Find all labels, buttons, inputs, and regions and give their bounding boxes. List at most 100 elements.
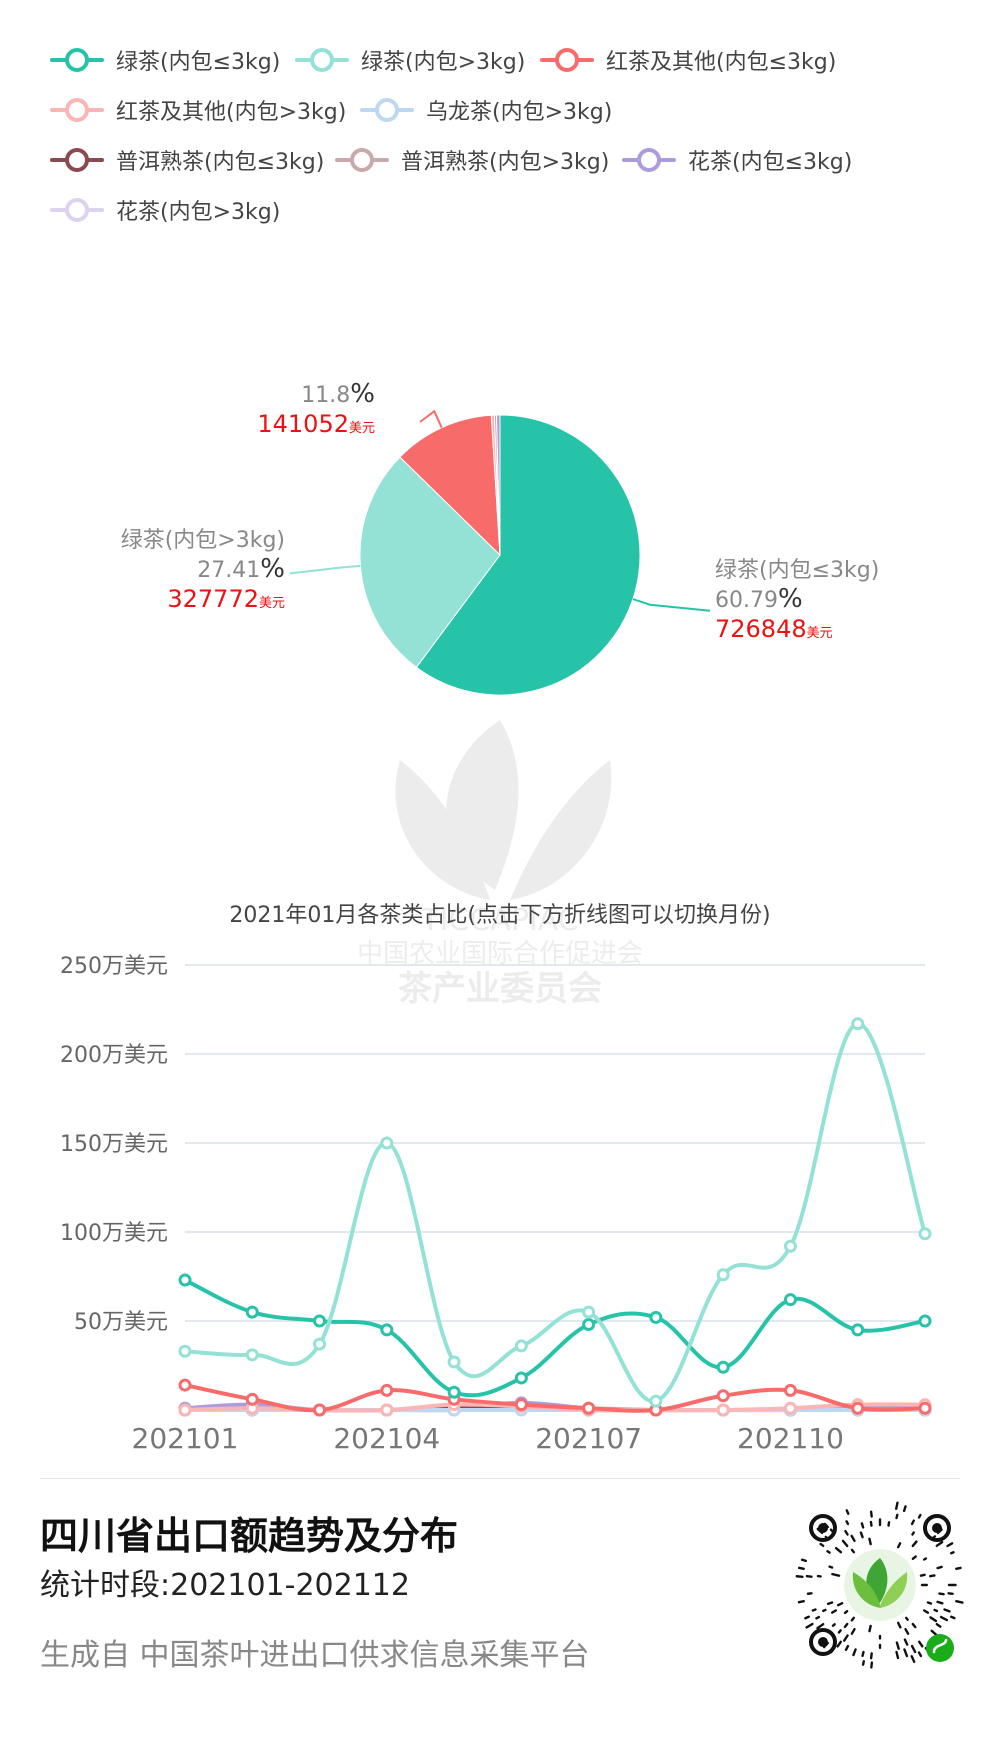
legend-item[interactable]: 红茶及其他(内包≤3kg) bbox=[540, 40, 836, 80]
data-point[interactable] bbox=[380, 1323, 394, 1337]
pie-slice[interactable] bbox=[359, 456, 501, 668]
qr-module bbox=[826, 1601, 834, 1606]
data-point[interactable] bbox=[851, 1401, 865, 1415]
qr-module bbox=[895, 1641, 900, 1650]
divider bbox=[40, 1478, 960, 1479]
data-point[interactable] bbox=[514, 1398, 528, 1412]
qr-module bbox=[917, 1640, 924, 1648]
data-point[interactable] bbox=[851, 1017, 865, 1031]
legend-item[interactable]: 绿茶(内包>3kg) bbox=[295, 40, 525, 80]
qr-module bbox=[917, 1513, 922, 1519]
data-point[interactable] bbox=[178, 1378, 192, 1392]
series-line[interactable] bbox=[184, 1278, 926, 1398]
series-line[interactable] bbox=[184, 1383, 926, 1413]
legend-label: 普洱熟茶(内包>3kg) bbox=[401, 150, 610, 175]
data-point[interactable] bbox=[245, 1392, 259, 1406]
legend-label: 绿茶(内包≤3kg) bbox=[116, 50, 281, 75]
qr-module bbox=[929, 1616, 938, 1623]
data-point[interactable] bbox=[380, 1403, 394, 1417]
y-tick-label: 100万美元 bbox=[60, 1221, 168, 1246]
data-point[interactable] bbox=[851, 1323, 865, 1337]
data-point[interactable] bbox=[783, 1401, 797, 1415]
pie-slice[interactable] bbox=[496, 414, 501, 556]
legend: 绿茶(内包≤3kg) 绿茶(内包>3kg) 红茶及其他(内包≤3kg) 红茶及其他(内… bbox=[50, 45, 970, 265]
watermark-line3: 茶产业委员会 bbox=[398, 969, 602, 1009]
x-tick-label: 202101 bbox=[132, 1422, 239, 1450]
x-tick-label: 202104 bbox=[333, 1422, 440, 1450]
series-line[interactable] bbox=[184, 1021, 927, 1404]
qr-module bbox=[935, 1540, 944, 1548]
qr-module bbox=[897, 1621, 902, 1629]
qr-module bbox=[903, 1638, 909, 1646]
qr-finder bbox=[809, 1514, 837, 1542]
data-point[interactable] bbox=[178, 1344, 192, 1358]
qr-module bbox=[922, 1557, 928, 1561]
pie-label: 绿茶(内包>3kg)27.41%327772美元 bbox=[121, 528, 285, 613]
data-point[interactable] bbox=[716, 1268, 730, 1282]
leaf-icon bbox=[446, 720, 519, 890]
data-point[interactable] bbox=[716, 1360, 730, 1374]
legend-label: 普洱熟茶(内包≤3kg) bbox=[116, 150, 325, 175]
pie-slice[interactable] bbox=[399, 414, 501, 557]
line-chart[interactable]: 2021年01月各茶类占比(点击下方折线图可以切换月份) 50万美元 100万美元 1… bbox=[0, 890, 1000, 1450]
data-point[interactable] bbox=[313, 1337, 327, 1351]
qr-finder bbox=[923, 1514, 951, 1542]
data-point[interactable] bbox=[783, 1293, 797, 1307]
data-point[interactable] bbox=[918, 1401, 932, 1415]
legend-item[interactable]: 普洱熟茶(内包>3kg) bbox=[335, 140, 609, 180]
legend-marker-icon bbox=[50, 98, 104, 122]
mini-program-qr-code[interactable] bbox=[795, 1500, 965, 1670]
data-point[interactable] bbox=[582, 1401, 596, 1415]
pie-chart[interactable]: 绿茶(内包≤3kg)60.79%726848美元 绿茶(内包>3kg)27.41%… bbox=[0, 380, 1000, 800]
data-point[interactable] bbox=[582, 1305, 596, 1319]
y-tick-label: 200万美元 bbox=[60, 1043, 168, 1068]
data-point[interactable] bbox=[783, 1239, 797, 1253]
qr-module bbox=[831, 1609, 838, 1614]
qr-module bbox=[831, 1572, 841, 1577]
data-point[interactable] bbox=[313, 1403, 327, 1417]
y-tick-label: 150万美元 bbox=[60, 1132, 168, 1157]
data-point[interactable] bbox=[514, 1371, 528, 1385]
qr-module bbox=[850, 1616, 856, 1622]
legend-item[interactable]: 普洱熟茶(内包≤3kg) bbox=[50, 140, 324, 180]
qr-module bbox=[822, 1608, 827, 1613]
qr-module bbox=[943, 1608, 951, 1613]
qr-module bbox=[816, 1622, 825, 1630]
qr-finder bbox=[818, 1523, 828, 1533]
data-point[interactable] bbox=[245, 1348, 259, 1362]
legend-item[interactable]: 红茶及其他(内包>3kg) bbox=[50, 90, 346, 130]
data-point[interactable] bbox=[649, 1394, 663, 1408]
pie-slice[interactable] bbox=[415, 414, 641, 696]
data-point[interactable] bbox=[514, 1339, 528, 1353]
legend-item[interactable]: 乌龙茶(内包>3kg) bbox=[360, 90, 612, 130]
svg-text:141052美元: 141052美元 bbox=[257, 410, 375, 438]
data-point[interactable] bbox=[783, 1383, 797, 1397]
data-point[interactable] bbox=[716, 1403, 730, 1417]
qr-finder bbox=[809, 1628, 837, 1656]
qr-module bbox=[797, 1566, 805, 1570]
data-point[interactable] bbox=[582, 1318, 596, 1332]
data-point[interactable] bbox=[178, 1273, 192, 1287]
data-point[interactable] bbox=[447, 1355, 461, 1369]
data-point[interactable] bbox=[245, 1305, 259, 1319]
qr-module bbox=[844, 1529, 849, 1536]
data-point[interactable] bbox=[649, 1310, 663, 1324]
data-point[interactable] bbox=[918, 1227, 932, 1241]
legend-item[interactable]: 绿茶(内包≤3kg) bbox=[50, 40, 280, 80]
data-point[interactable] bbox=[716, 1389, 730, 1403]
pie-label: 红茶及其他(内包≤3kg)11.8%141052美元 bbox=[257, 380, 375, 438]
qr-module bbox=[837, 1629, 842, 1634]
data-point[interactable] bbox=[380, 1383, 394, 1397]
mini-program-icon bbox=[926, 1634, 954, 1662]
legend-item[interactable]: 花茶(内包>3kg) bbox=[50, 190, 280, 230]
legend-item[interactable]: 花茶(内包≤3kg) bbox=[622, 140, 852, 180]
data-point[interactable] bbox=[447, 1385, 461, 1399]
data-point[interactable] bbox=[918, 1314, 932, 1328]
qr-module bbox=[895, 1501, 899, 1510]
line-chart-title: 2021年01月各茶类占比(点击下方折线图可以切换月份) bbox=[229, 903, 770, 928]
legend-marker-icon bbox=[622, 148, 676, 172]
qr-module bbox=[933, 1608, 939, 1613]
data-point[interactable] bbox=[178, 1403, 192, 1417]
data-point[interactable] bbox=[313, 1314, 327, 1328]
data-point[interactable] bbox=[380, 1136, 394, 1150]
